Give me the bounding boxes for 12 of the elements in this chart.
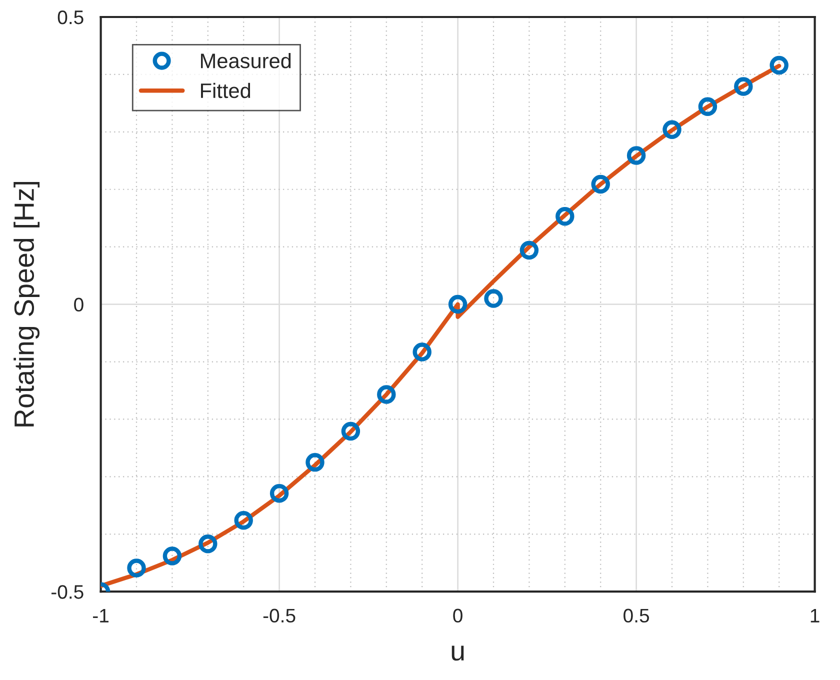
x-axis-title: u <box>452 646 464 661</box>
y-tick-label: 0 <box>74 298 84 312</box>
x-tick-label: 0.5 <box>624 608 649 623</box>
x-tick-label: 0 <box>453 608 462 623</box>
x-tick-label: -0.5 <box>263 608 296 623</box>
x-tick-label: -1 <box>93 608 108 622</box>
y-tick-label: 0.5 <box>58 10 84 24</box>
legend-label: Measured <box>201 52 291 68</box>
x-tick-label: 1 <box>810 608 820 622</box>
legend-label: Fitted <box>201 82 250 98</box>
y-axis-title: Rotating Speed [Hz] <box>14 182 40 426</box>
y-tick-label: -0.5 <box>51 585 84 599</box>
